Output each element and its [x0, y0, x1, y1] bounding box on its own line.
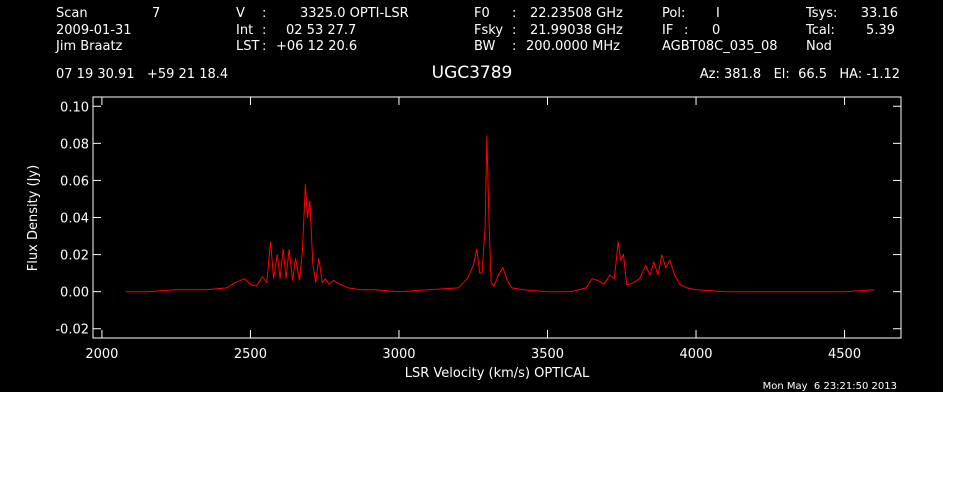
fsky-label: Fsky: [474, 23, 503, 38]
tsys-label: Tsys:: [805, 6, 837, 21]
svg-text::: :: [512, 6, 516, 21]
mode-text: Nod: [806, 39, 832, 54]
tsys-value: 33.16: [861, 6, 898, 21]
lst-value: +06 12 20.6: [276, 39, 357, 54]
spectrum-chart: Scan 7 2009-01-31 Jim Braatz V : 3325.0 …: [26, 6, 902, 392]
x-tick-label: 3000: [382, 347, 415, 362]
x-tick-label: 4500: [828, 347, 861, 362]
x-axis: 2000 2500 3000 3500 4000 4500: [85, 97, 861, 362]
plot-frame: [92, 96, 902, 339]
scan-label: Scan: [56, 6, 88, 21]
y-axis: -0.02 0.00 0.02 0.04 0.06 0.08 0.10: [55, 100, 901, 338]
f0-label: F0: [474, 6, 490, 21]
date-text: 2009-01-31: [56, 23, 132, 38]
svg-text::: :: [684, 23, 688, 38]
plot-panel: Scan 7 2009-01-31 Jim Braatz V : 3325.0 …: [0, 0, 943, 392]
timestamp: Mon May 6 23:21:50 2013: [763, 381, 897, 392]
f0-value: 22.23508 GHz: [530, 6, 623, 21]
svg-text::: :: [512, 39, 516, 54]
if-value: 0: [712, 23, 720, 38]
tcal-value: 5.39: [866, 23, 895, 38]
y-tick-label: 0.02: [60, 249, 89, 264]
y-tick-label: 0.04: [60, 212, 89, 227]
coordinates-text: 07 19 30.91 +59 21 18.4: [56, 67, 228, 82]
y-tick-label: 0.08: [60, 137, 89, 152]
y-tick-label: 0.10: [60, 100, 89, 115]
bw-label: BW: [474, 39, 495, 54]
x-axis-label: LSR Velocity (km/s) OPTICAL: [405, 366, 590, 381]
x-tick-label: 2000: [85, 347, 118, 362]
x-tick-label: 2500: [234, 347, 267, 362]
x-tick-label: 3500: [531, 347, 564, 362]
v-value: 3325.0 OPTI-LSR: [300, 6, 409, 21]
lst-label: LST: [236, 39, 259, 54]
project-id: AGBT08C_035_08: [662, 39, 778, 54]
int-value: 02 53 27.7: [286, 23, 356, 38]
pol-value: I: [716, 6, 720, 21]
spectrum-line: [125, 135, 875, 293]
fsky-value: 21.99038 GHz: [530, 23, 623, 38]
scan-value: 7: [152, 6, 160, 21]
pol-label: Pol:: [662, 6, 685, 21]
y-tick-label: -0.02: [55, 323, 89, 338]
source-title: UGC3789: [432, 63, 513, 83]
y-tick-label: 0.06: [60, 174, 89, 189]
observer-name: Jim Braatz: [55, 39, 123, 54]
if-label: IF: [662, 23, 673, 38]
x-tick-label: 4000: [679, 347, 712, 362]
y-tick-label: 0.00: [60, 286, 89, 301]
y-axis-label: Flux Density (Jy): [26, 165, 41, 271]
bw-value: 200.0000 MHz: [526, 39, 620, 54]
svg-text::: :: [262, 6, 266, 21]
pointing-text: Az: 381.8 El: 66.5 HA: -1.12: [700, 67, 900, 82]
svg-text::: :: [262, 23, 266, 38]
v-label: V: [236, 6, 245, 21]
tcal-label: Tcal:: [805, 23, 835, 38]
svg-text::: :: [512, 23, 516, 38]
int-label: Int: [236, 23, 253, 38]
svg-text::: :: [262, 39, 266, 54]
